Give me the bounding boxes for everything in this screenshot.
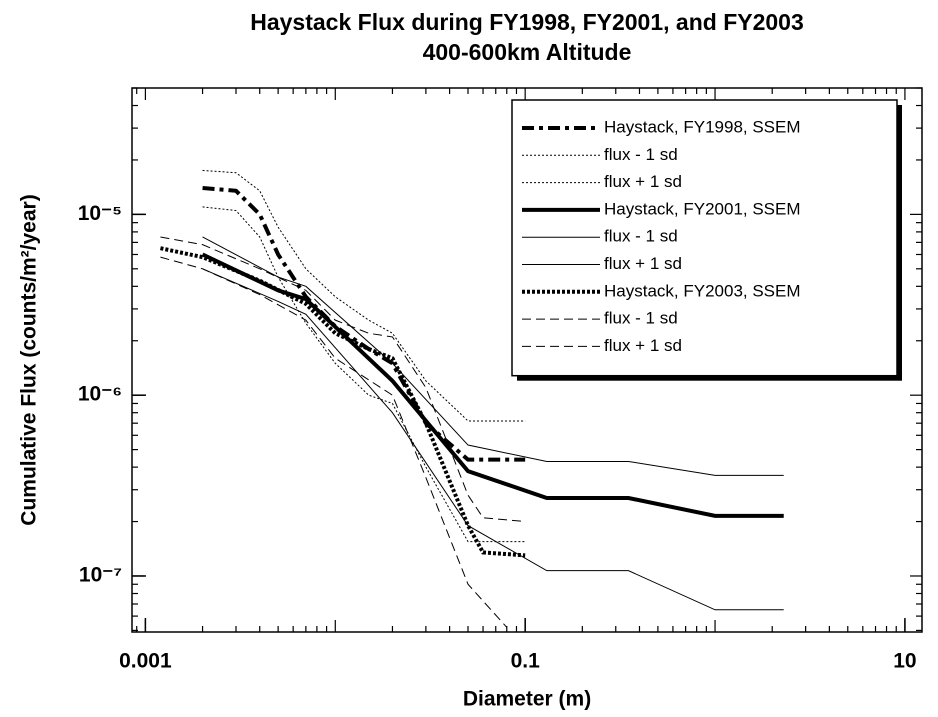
chart-subtitle: 400-600km Altitude [423, 39, 632, 65]
series-line [160, 256, 508, 628]
x-tick-label: 0.001 [119, 650, 172, 673]
legend-label: Haystack, FY2003, SSEM [604, 281, 801, 300]
y-tick-label: 10⁻⁶ [78, 383, 122, 406]
axes [132, 87, 922, 632]
x-tick-label: 10 [893, 650, 916, 673]
legend-label: flux - 1 sd [604, 227, 678, 246]
series-line [202, 236, 784, 476]
plot-frame [131, 87, 923, 633]
x-tick-label: 0.1 [511, 650, 541, 673]
legend-label: flux - 1 sd [604, 145, 678, 164]
x-axis-label: Diameter (m) [463, 688, 591, 711]
plot-lines [160, 169, 784, 628]
chart-title: Haystack Flux during FY1998, FY2001, and… [250, 9, 804, 35]
series-line [202, 169, 526, 422]
series-line [160, 236, 526, 523]
series-line [202, 268, 784, 611]
legend-label: Haystack, FY2001, SSEM [604, 199, 801, 218]
series-line [202, 185, 526, 462]
y-tick-label: 10⁻⁵ [78, 202, 122, 225]
series-line [160, 246, 526, 558]
legend-label: flux + 1 sd [604, 254, 682, 273]
legend-label: flux + 1 sd [604, 336, 682, 355]
legend-label: Haystack, FY1998, SSEM [604, 117, 801, 136]
y-tick-label: 10⁻⁷ [79, 564, 122, 587]
series-line [202, 206, 526, 543]
legend-label: flux + 1 sd [604, 172, 682, 191]
legend-label: flux - 1 sd [604, 309, 678, 328]
legend: Haystack, FY1998, SSEM flux - 1 sd flux + … [511, 99, 902, 381]
legend-box [511, 99, 898, 377]
y-axis-label: Cumulative Flux (counts/m²/year) [18, 194, 41, 525]
